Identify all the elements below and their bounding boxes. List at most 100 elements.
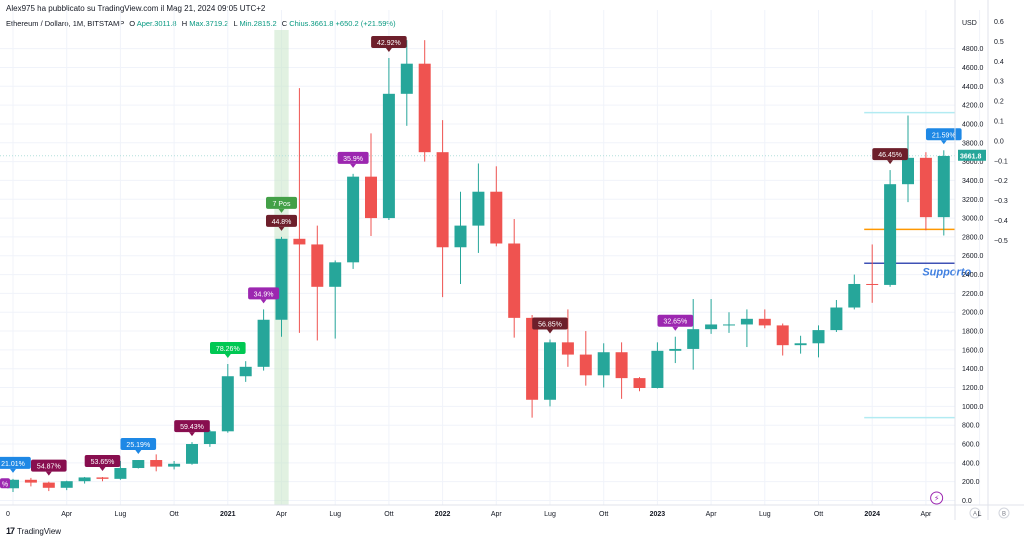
badge-pointer xyxy=(10,468,16,473)
candle-body xyxy=(472,191,485,226)
candle-body xyxy=(365,176,377,219)
candle-body xyxy=(168,463,181,467)
badge-box xyxy=(174,420,210,433)
open-value: Aper.3011.8 xyxy=(136,19,177,28)
price-tick-label: 2600.0 xyxy=(962,253,984,260)
badge-box xyxy=(337,151,369,164)
candle xyxy=(114,460,127,480)
candle xyxy=(579,331,592,386)
candle-body xyxy=(24,479,37,483)
candle xyxy=(544,339,556,407)
event-circle xyxy=(930,491,944,505)
percent-badge: 32.65% xyxy=(657,314,694,331)
candle xyxy=(937,150,950,236)
time-tick-label: Apr xyxy=(491,511,503,518)
candle xyxy=(78,476,91,484)
candle xyxy=(919,152,932,231)
badge-pointer xyxy=(278,226,285,231)
candle xyxy=(490,166,503,247)
candle xyxy=(794,335,807,354)
candle-body xyxy=(382,93,395,219)
percent-badge: 42.92% xyxy=(371,36,407,53)
price-tick-label: 4000.0 xyxy=(962,121,984,128)
badge-pointer xyxy=(887,160,894,165)
candle xyxy=(347,173,360,269)
badge-label: 53.65% xyxy=(91,459,115,466)
candle-body xyxy=(597,352,610,376)
percent-badge: 35.9% xyxy=(337,151,369,168)
percent-badge: 59.43% xyxy=(174,420,210,437)
badge-label: 35.9% xyxy=(343,156,363,163)
brand-name[interactable]: TradingView xyxy=(17,526,62,536)
symbol-name[interactable]: Ethereum / Dollaro, 1M, BITSTAMP xyxy=(6,19,125,28)
ratio-tick-label: 0.4 xyxy=(994,59,1004,66)
badge-label: 56.85% xyxy=(538,322,562,329)
candle-body xyxy=(508,243,521,318)
last-price-label: 3661.8 xyxy=(960,153,982,160)
time-tick-label: Lug xyxy=(329,511,341,518)
candle-body xyxy=(186,444,198,464)
price-tick-label: 3800.0 xyxy=(962,140,984,147)
candle xyxy=(400,40,413,126)
badge-box xyxy=(657,314,694,327)
price-tick-label: 2800.0 xyxy=(962,234,984,241)
candle xyxy=(454,191,467,284)
candle xyxy=(365,133,377,236)
ratio-tick-label: 0.6 xyxy=(994,19,1004,26)
time-tick-label: 2021 xyxy=(220,511,236,518)
ratio-tick-label: 0.0 xyxy=(994,138,1004,145)
percent-badge: 21.01% xyxy=(0,456,31,473)
percent-badge: 46.45% xyxy=(872,148,908,165)
candle-body xyxy=(347,176,360,263)
time-tick-label: Ott xyxy=(384,511,393,518)
candle-body xyxy=(740,318,753,325)
candle xyxy=(776,323,789,356)
time-tick-label: Ott xyxy=(599,511,608,518)
badge-box xyxy=(266,214,297,227)
ratio-tick-label: 0.5 xyxy=(994,39,1004,46)
axes: USD 0.0 200.0 400.0 600.0 800.0 1000.0 1200.0 14… xyxy=(0,0,1024,520)
candle-body xyxy=(490,191,503,244)
close-label: C xyxy=(281,19,288,28)
time-tick-label: 0 xyxy=(6,511,10,518)
badge-pointer xyxy=(99,466,106,471)
badge-label: 32.65% xyxy=(663,319,687,326)
candle xyxy=(884,170,897,287)
badge-pointer xyxy=(385,48,392,53)
candle xyxy=(758,309,771,329)
badge-pointer xyxy=(350,163,357,168)
time-tick-label: 2023 xyxy=(650,511,666,518)
candle-body xyxy=(150,460,163,467)
candle-body xyxy=(203,431,216,445)
price-tick-label: 3600.0 xyxy=(962,159,984,166)
price-tick-label: 0.0 xyxy=(962,498,972,505)
candle-body xyxy=(902,157,914,185)
badge-pointer xyxy=(547,329,553,334)
time-tick-label: Apr xyxy=(276,511,288,518)
badge-label: 7 Pos xyxy=(273,201,291,208)
candle-body xyxy=(866,283,879,285)
time-tick-label: 2022 xyxy=(435,511,451,518)
badge-box xyxy=(31,459,67,472)
candle xyxy=(830,299,843,332)
percent-badge: 25.19% xyxy=(120,438,157,455)
close-value: Chius.3661.8 xyxy=(289,19,334,28)
ratio-tick-label: −0.3 xyxy=(994,198,1008,205)
percent-badges: 21.01% 54.87% 53.65% 25.19% 59.43% 78.26% 34.9… xyxy=(0,36,962,489)
candle xyxy=(812,325,825,358)
candle-body xyxy=(633,378,646,389)
badge-label: 25.19% xyxy=(126,442,150,449)
time-tick-label: Ott xyxy=(814,511,823,518)
price-tick-label: 3200.0 xyxy=(962,197,984,204)
badge-pointer xyxy=(672,326,679,331)
candle xyxy=(615,342,628,399)
percent-badge: 34.9% xyxy=(248,287,280,304)
candle-body xyxy=(257,319,270,367)
candle-body xyxy=(418,63,431,153)
lightning-icon: ⚡ xyxy=(934,494,940,503)
price-tick-label: 4200.0 xyxy=(962,103,984,110)
badge-box xyxy=(532,317,568,330)
ratio-tick-label: −0.5 xyxy=(994,238,1008,245)
time-tick-label: 2024 xyxy=(864,511,880,518)
